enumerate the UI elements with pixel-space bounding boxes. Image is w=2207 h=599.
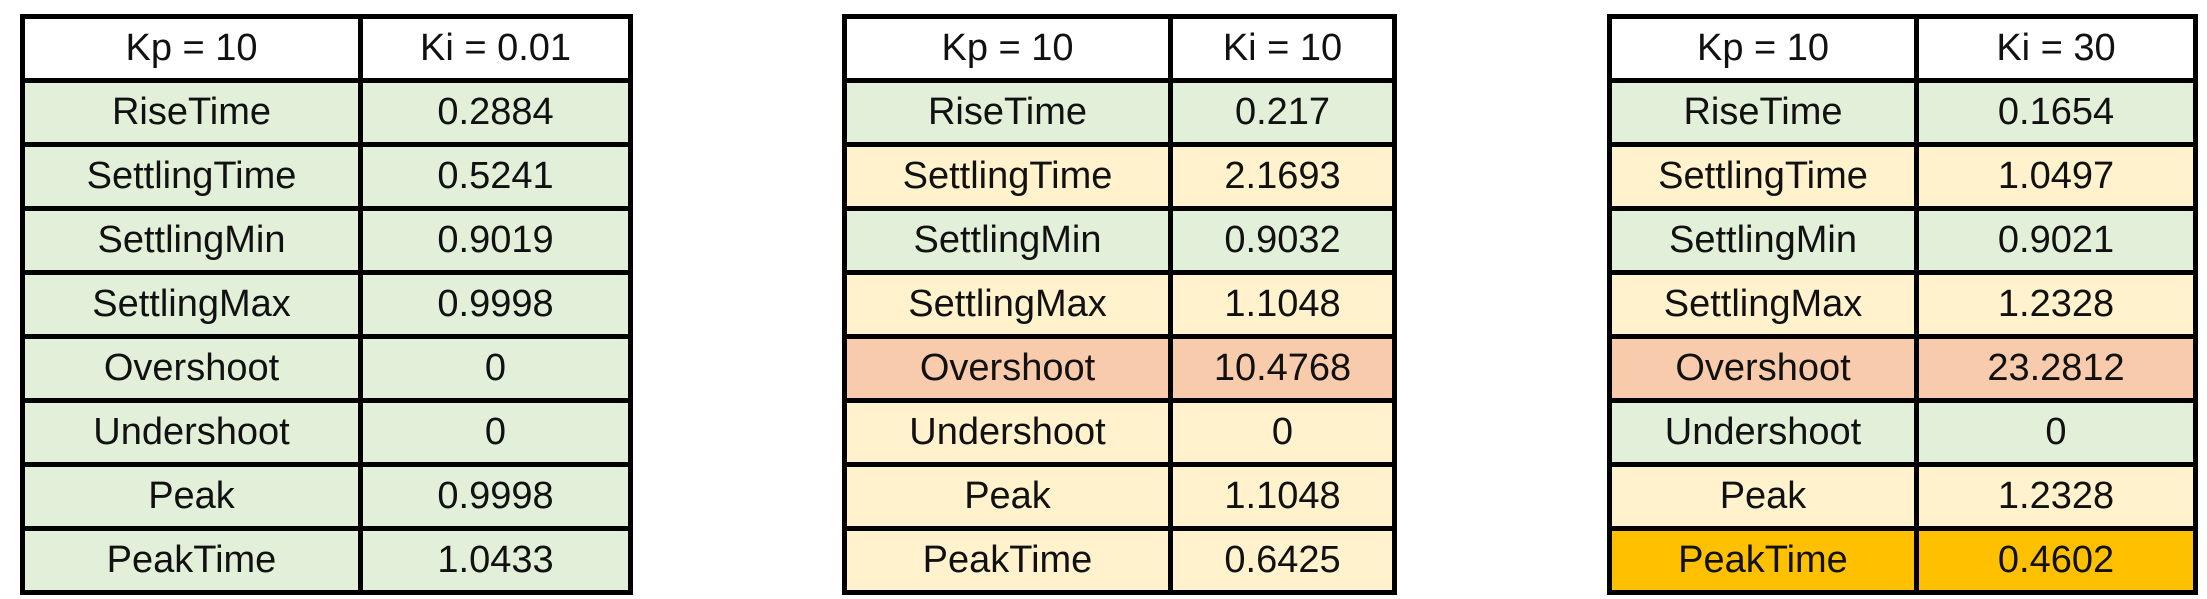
kp-header-cell: Kp = 10 <box>842 14 1173 83</box>
table-row: PeakTime 0.4602 <box>1607 526 2198 595</box>
metric-value-cell: 0 <box>1168 398 1397 467</box>
metric-value-cell: 0.9019 <box>358 206 633 275</box>
table-row: Peak 0.9998 <box>20 462 633 531</box>
metric-value-cell: 0.9032 <box>1168 206 1397 275</box>
metric-value-cell: 0 <box>358 398 633 467</box>
table-row: SettlingTime 0.5241 <box>20 142 633 211</box>
metric-value-cell: 1.1048 <box>1168 270 1397 339</box>
metric-value-cell: 0.2884 <box>358 78 633 147</box>
table-row: Undershoot 0 <box>1607 398 2198 467</box>
table-row: SettlingMax 1.1048 <box>842 270 1397 339</box>
table-row: SettlingMax 0.9998 <box>20 270 633 339</box>
metric-value-cell: 0.5241 <box>358 142 633 211</box>
metric-value-cell: 0.6425 <box>1168 526 1397 595</box>
metric-name-cell: SettlingMax <box>842 270 1173 339</box>
table-row: Peak 1.2328 <box>1607 462 2198 531</box>
table-row: RiseTime 0.217 <box>842 78 1397 147</box>
metric-name-cell: Peak <box>20 462 363 531</box>
metric-value-cell: 10.4768 <box>1168 334 1397 403</box>
metric-value-cell: 0.9998 <box>358 462 633 531</box>
pid-results-table-1: Kp = 10 Ki = 0.01 RiseTime 0.2884 Settlin… <box>20 14 633 595</box>
metric-name-cell: Overshoot <box>1607 334 1919 403</box>
metric-name-cell: SettlingTime <box>842 142 1173 211</box>
metric-value-cell: 1.0497 <box>1914 142 2198 211</box>
table-row: SettlingMin 0.9021 <box>1607 206 2198 275</box>
metric-value-cell: 1.2328 <box>1914 462 2198 531</box>
table-row: SettlingTime 2.1693 <box>842 142 1397 211</box>
metric-name-cell: SettlingTime <box>20 142 363 211</box>
metric-name-cell: SettlingTime <box>1607 142 1919 211</box>
metric-name-cell: Undershoot <box>20 398 363 467</box>
metric-value-cell: 1.2328 <box>1914 270 2198 339</box>
metric-name-cell: Peak <box>1607 462 1919 531</box>
table-row: RiseTime 0.2884 <box>20 78 633 147</box>
metric-value-cell: 0 <box>358 334 633 403</box>
table-row: Peak 1.1048 <box>842 462 1397 531</box>
metric-name-cell: Overshoot <box>20 334 363 403</box>
metric-name-cell: Undershoot <box>842 398 1173 467</box>
table-row: SettlingMin 0.9019 <box>20 206 633 275</box>
table-header-row: Kp = 10 Ki = 0.01 <box>20 14 633 83</box>
ki-header-cell: Ki = 0.01 <box>358 14 633 83</box>
metric-name-cell: Peak <box>842 462 1173 531</box>
metric-name-cell: RiseTime <box>20 78 363 147</box>
table-row: SettlingMax 1.2328 <box>1607 270 2198 339</box>
metric-name-cell: SettlingMin <box>842 206 1173 275</box>
metric-name-cell: SettlingMin <box>1607 206 1919 275</box>
metric-value-cell: 0 <box>1914 398 2198 467</box>
ki-header-cell: Ki = 10 <box>1168 14 1397 83</box>
metric-name-cell: SettlingMin <box>20 206 363 275</box>
table-row: Overshoot 23.2812 <box>1607 334 2198 403</box>
table-row: RiseTime 0.1654 <box>1607 78 2198 147</box>
metric-value-cell: 0.9021 <box>1914 206 2198 275</box>
metric-value-cell: 1.0433 <box>358 526 633 595</box>
metric-name-cell: Undershoot <box>1607 398 1919 467</box>
metric-value-cell: 23.2812 <box>1914 334 2198 403</box>
metric-name-cell: RiseTime <box>1607 78 1919 147</box>
metric-name-cell: SettlingMax <box>1607 270 1919 339</box>
pid-results-table-3: Kp = 10 Ki = 30 RiseTime 0.1654 SettlingT… <box>1607 14 2198 595</box>
metric-name-cell: Overshoot <box>842 334 1173 403</box>
pid-results-table-2: Kp = 10 Ki = 10 RiseTime 0.217 SettlingTi… <box>842 14 1397 595</box>
table-header-row: Kp = 10 Ki = 30 <box>1607 14 2198 83</box>
kp-header-cell: Kp = 10 <box>1607 14 1919 83</box>
table-row: Undershoot 0 <box>842 398 1397 467</box>
table-row: PeakTime 1.0433 <box>20 526 633 595</box>
metric-value-cell: 0.1654 <box>1914 78 2198 147</box>
metric-value-cell: 0.9998 <box>358 270 633 339</box>
metric-value-cell: 0.217 <box>1168 78 1397 147</box>
metric-value-cell: 2.1693 <box>1168 142 1397 211</box>
table-row: Overshoot 10.4768 <box>842 334 1397 403</box>
table-row: SettlingMin 0.9032 <box>842 206 1397 275</box>
metric-value-cell: 1.1048 <box>1168 462 1397 531</box>
table-row: PeakTime 0.6425 <box>842 526 1397 595</box>
table-row: Overshoot 0 <box>20 334 633 403</box>
metric-name-cell: SettlingMax <box>20 270 363 339</box>
table-header-row: Kp = 10 Ki = 10 <box>842 14 1397 83</box>
metric-value-cell: 0.4602 <box>1914 526 2198 595</box>
ki-header-cell: Ki = 30 <box>1914 14 2198 83</box>
metric-name-cell: PeakTime <box>1607 526 1919 595</box>
metric-name-cell: RiseTime <box>842 78 1173 147</box>
metric-name-cell: PeakTime <box>20 526 363 595</box>
table-row: SettlingTime 1.0497 <box>1607 142 2198 211</box>
table-row: Undershoot 0 <box>20 398 633 467</box>
kp-header-cell: Kp = 10 <box>20 14 363 83</box>
metric-name-cell: PeakTime <box>842 526 1173 595</box>
